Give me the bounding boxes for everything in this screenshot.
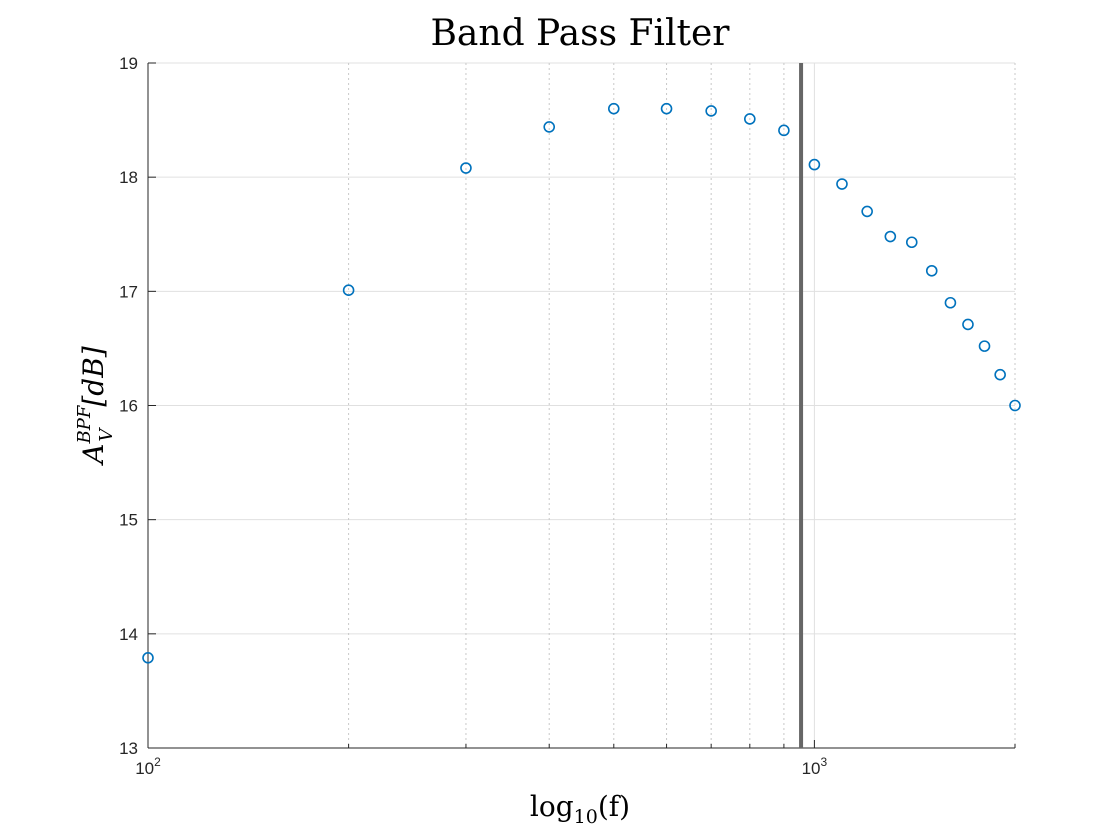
- data-point: [994, 368, 1006, 381]
- x-axis-label-subscript: 10: [574, 806, 598, 828]
- data-point: [1009, 399, 1021, 412]
- y-tick-label: 17: [119, 282, 138, 301]
- data-point: [460, 162, 472, 174]
- data-point: [884, 230, 897, 243]
- y-tick-label: 13: [119, 739, 138, 758]
- x-axis-label-base: log: [530, 790, 574, 823]
- data-point: [342, 284, 355, 296]
- axes: [147, 62, 1016, 749]
- y-tick-label: 19: [119, 54, 138, 73]
- data-points: [142, 102, 1021, 664]
- y-tick-label: 16: [119, 397, 138, 416]
- data-point: [543, 121, 556, 133]
- data-point: [944, 296, 957, 309]
- data-point: [925, 264, 938, 277]
- data-point: [905, 236, 918, 249]
- data-point: [978, 340, 991, 352]
- y-axis-label-rest: [dB]: [77, 346, 110, 406]
- x-axis-label-arg: (f): [598, 790, 630, 823]
- data-point: [142, 652, 154, 664]
- data-point: [861, 205, 873, 218]
- x-tick-label: 102: [135, 755, 161, 778]
- data-point: [836, 178, 848, 190]
- data-point: [660, 102, 673, 115]
- data-point: [705, 105, 717, 117]
- data-point: [962, 318, 974, 331]
- x-axis-label: log10(f): [530, 790, 630, 828]
- data-point: [607, 102, 620, 115]
- y-tick-label: 15: [119, 511, 138, 530]
- tick-labels: 13 14 15 16 17 18 19 102 103: [119, 54, 827, 778]
- y-axis-label-superscript: BPF: [74, 404, 95, 444]
- y-tick-label: 14: [119, 625, 138, 644]
- data-point: [744, 113, 756, 125]
- y-tick-label: 18: [119, 168, 138, 187]
- data-point: [778, 124, 790, 137]
- chart-title: Band Pass Filter: [430, 13, 730, 54]
- y-axis-label-subscript: V: [96, 427, 117, 442]
- data-point: [808, 158, 821, 171]
- y-axis-label-main: A: [77, 443, 110, 466]
- x-tick-label: 103: [802, 755, 828, 778]
- y-axis-label: ABPFV [dB]: [74, 346, 117, 466]
